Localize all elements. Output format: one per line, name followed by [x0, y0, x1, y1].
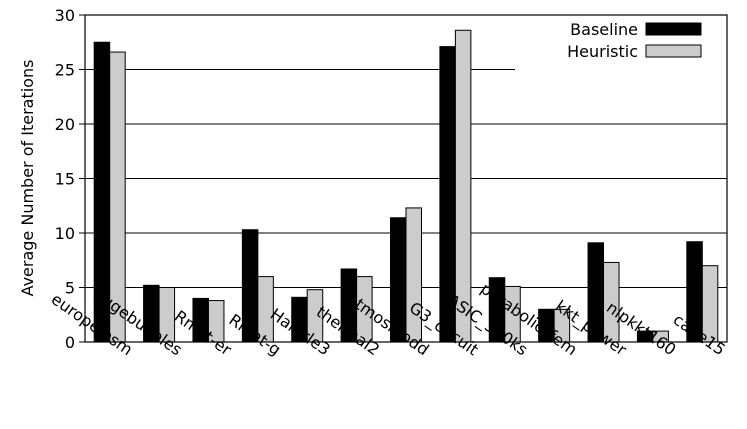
y-tick-label: 0 — [65, 333, 75, 352]
y-tick-label: 5 — [65, 279, 75, 298]
legend-swatch-baseline — [645, 22, 702, 36]
y-tick-label: 30 — [55, 6, 75, 25]
legend: Baseline Heuristic — [567, 20, 702, 61]
y-tick-label: 15 — [55, 170, 75, 189]
grid-lines — [85, 69, 727, 288]
legend-swatch-heuristic — [645, 44, 702, 58]
y-tick-label: 25 — [55, 61, 75, 80]
legend-label: Baseline — [570, 20, 638, 39]
bars — [93, 29, 719, 343]
y-tick-label: 20 — [55, 115, 75, 134]
y-tick-label: 10 — [55, 224, 75, 243]
y-axis-ticks: 0 5 10 15 20 25 30 — [55, 6, 85, 352]
legend-label: Heuristic — [567, 42, 638, 61]
y-axis-title: Average Number of Iterations — [18, 60, 37, 297]
plot-frame — [84, 14, 728, 343]
